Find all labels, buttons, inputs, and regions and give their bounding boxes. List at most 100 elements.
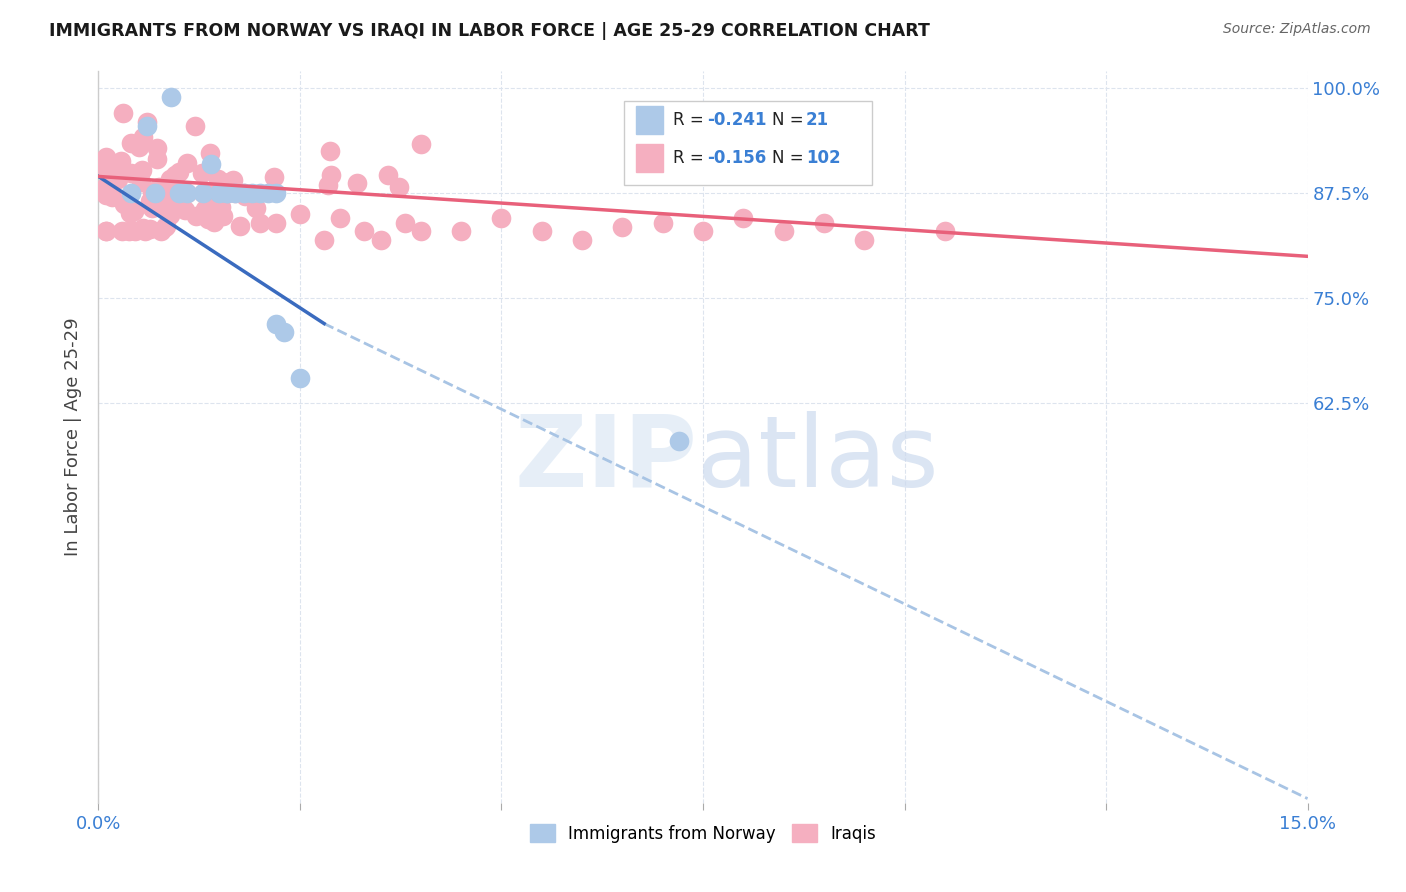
Point [176, 186, 198, 201]
Point [319, 168, 342, 182]
Point [165, 168, 187, 182]
Point [193, 186, 215, 201]
Point [409, 137, 432, 152]
Text: atlas: atlas [697, 410, 939, 508]
Point [668, 434, 690, 449]
Point [353, 224, 375, 238]
Point [853, 233, 876, 247]
Point [377, 169, 399, 183]
Point [174, 202, 197, 217]
Point [101, 190, 124, 204]
Text: -0.241: -0.241 [707, 112, 766, 129]
Point [249, 186, 271, 201]
Point [132, 221, 155, 235]
Point [208, 186, 231, 201]
Point [132, 129, 155, 144]
Point [221, 173, 243, 187]
Point [128, 140, 150, 154]
Point [135, 115, 157, 129]
Point [394, 216, 416, 230]
Point [217, 186, 239, 201]
Point [96, 150, 118, 164]
Point [96, 224, 118, 238]
Point [176, 186, 198, 201]
Point [202, 215, 225, 229]
Point [191, 166, 214, 180]
Point [217, 186, 239, 201]
Point [273, 325, 295, 339]
Point [256, 186, 278, 201]
Point [148, 180, 170, 194]
Point [571, 233, 593, 247]
Text: -0.156: -0.156 [707, 149, 766, 167]
Point [211, 209, 233, 223]
Point [232, 186, 254, 201]
Point [184, 209, 207, 223]
Point [107, 172, 129, 186]
Point [150, 224, 173, 238]
Point [612, 219, 634, 234]
Text: 21: 21 [806, 112, 830, 129]
Text: N =: N = [772, 112, 808, 129]
Point [155, 219, 177, 234]
Point [112, 197, 135, 211]
Point [141, 202, 163, 216]
Point [159, 202, 181, 216]
Text: 102: 102 [806, 149, 841, 167]
Point [733, 211, 755, 226]
Point [450, 224, 472, 238]
Y-axis label: In Labor Force | Age 25-29: In Labor Force | Age 25-29 [65, 318, 83, 557]
Point [224, 186, 246, 201]
Point [288, 371, 311, 385]
Point [197, 211, 219, 226]
Point [491, 211, 513, 226]
Point [934, 224, 956, 238]
Point [346, 176, 368, 190]
Point [96, 161, 118, 175]
Point [124, 224, 146, 238]
Text: R =: R = [672, 149, 709, 167]
Point [155, 220, 177, 235]
Point [120, 166, 142, 180]
Point [314, 233, 336, 247]
Bar [637, 106, 664, 135]
Point [152, 201, 174, 215]
Point [319, 144, 342, 158]
Point [143, 186, 166, 201]
Point [263, 169, 285, 184]
Point [159, 208, 181, 222]
Point [184, 119, 207, 133]
Point [129, 175, 152, 189]
Point [209, 200, 232, 214]
Point [96, 178, 118, 193]
Point [160, 186, 183, 201]
Text: N =: N = [772, 149, 808, 167]
Point [329, 211, 352, 226]
Point [131, 162, 153, 177]
Point [135, 119, 157, 133]
Point [288, 207, 311, 221]
Point [217, 186, 239, 201]
Point [316, 178, 339, 193]
Point [409, 224, 432, 238]
Point [264, 216, 287, 230]
Point [118, 206, 141, 220]
Point [232, 186, 254, 201]
Point [208, 186, 231, 201]
Point [134, 224, 156, 238]
Text: Source: ZipAtlas.com: Source: ZipAtlas.com [1223, 22, 1371, 37]
FancyBboxPatch shape [624, 101, 872, 185]
Point [152, 186, 174, 201]
Point [120, 136, 142, 150]
Point [651, 216, 673, 230]
Point [139, 194, 162, 208]
Point [162, 194, 184, 208]
Point [264, 186, 287, 201]
Point [772, 224, 794, 238]
Point [198, 146, 221, 161]
Point [249, 216, 271, 230]
Point [264, 317, 287, 331]
Point [120, 186, 142, 201]
Point [111, 224, 134, 238]
Point [110, 153, 132, 168]
